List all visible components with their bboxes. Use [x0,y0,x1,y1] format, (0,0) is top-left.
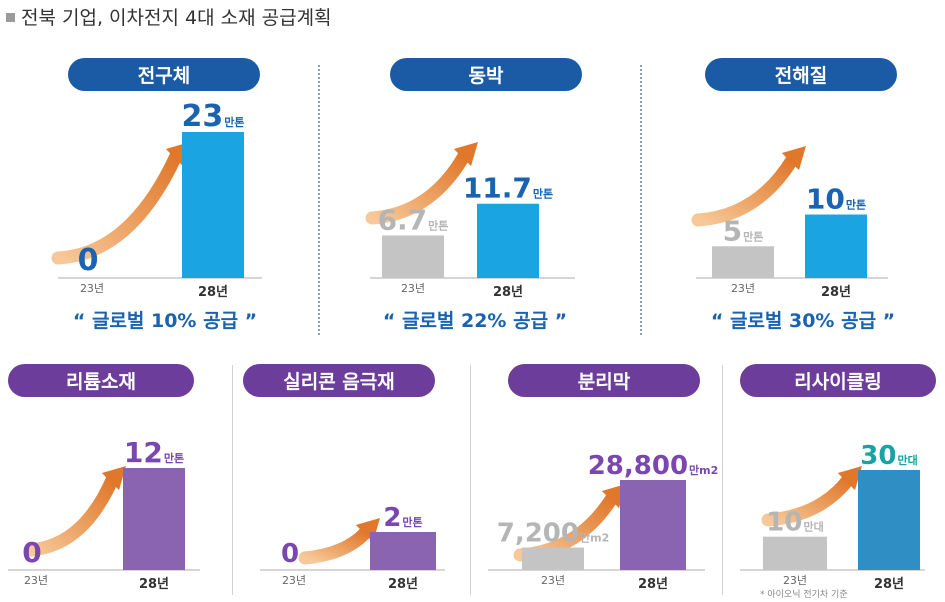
chart-panel-4: 0 2만톤 23년 28년 [260,503,445,592]
value-label-28: 10만톤 [806,183,866,216]
panel-title-lithium: 리튬소재 [8,364,194,397]
value-label-28: 28,800만m2 [588,451,719,481]
category-label-23: 23년 [731,282,755,295]
panel-title-recycling: 리사이클링 [740,364,936,397]
growth-arrow-icon [691,153,799,227]
growth-arrow-icon [51,149,183,265]
value-label-28-unit: 만톤 [846,198,866,212]
value-label-23-unit: 만m2 [580,531,609,545]
growth-arrow-icon [298,525,373,565]
panel-divider [318,65,320,335]
panel-title-silicon-anode: 실리콘 음극재 [243,364,435,397]
growth-arrowhead-icon [453,142,478,167]
category-label-23: 23년 [24,574,48,587]
category-label-23: 23년 [783,574,807,587]
caption-electrolyte: “ 글로벌 30% 공급 ” [710,310,896,332]
footnote: * 아이오닉 전기차 기준 [760,588,848,600]
category-label-28: 28년 [198,285,228,300]
value-label-23-unit: 만톤 [743,229,763,243]
page-title: 전북 기업, 이차전지 4대 소재 공급계획 [6,3,332,30]
value-label-28: 2만톤 [383,503,422,533]
bar-28 [182,132,244,278]
value-label-23: 0 [22,536,41,569]
caption-precursor: “ 글로벌 10% 공급 ” [72,310,258,332]
growth-arrow-icon [761,473,855,527]
category-label-28: 28년 [139,577,169,592]
chart-panel-2: 5만톤 10만톤 23년 28년 [691,146,888,300]
caption-copper-foil: “ 글로벌 22% 공급 ” [382,310,568,332]
growth-arrow-icon [23,473,119,557]
bar-23 [382,235,444,278]
value-label-28: 30만대 [860,441,917,471]
bar-28 [858,470,920,570]
growth-arrowhead-icon [101,466,126,491]
category-label-28: 28년 [874,577,904,592]
panel-divider [722,365,723,595]
bar-23 [522,547,584,570]
category-label-28: 28년 [821,285,851,300]
bar-28 [370,532,436,570]
value-label-23-unit: 만대 [803,520,823,534]
growth-arrowhead-icon [837,466,862,491]
square-bullet-icon [6,13,15,22]
panel-title-separator: 분리막 [508,364,700,397]
bar-23 [712,246,774,278]
panel-title-electrolyte: 전해질 [705,58,897,91]
value-label-28-unit: 만톤 [533,187,553,201]
bar-28 [477,203,539,278]
category-label-28: 28년 [638,577,668,592]
bar-28 [123,468,185,570]
growth-arrow-icon [365,149,471,225]
value-label-23-unit: 만톤 [428,218,448,232]
chart-panel-3: 0 12만톤 23년 28년 [8,436,200,592]
value-label-23: 0 [78,243,99,278]
value-label-28: 23만톤 [182,99,245,134]
value-label-28: 11.7만톤 [463,172,553,205]
bar-28 [805,214,867,278]
category-label-23: 23년 [541,574,565,587]
value-label-28-unit: 만톤 [402,515,422,529]
chart-panel-1: 6.7만톤 11.7만톤 23년 28년 [365,142,575,300]
bar-28 [620,480,686,570]
panel-divider [640,65,642,335]
growth-arrowhead-icon [781,146,806,171]
category-label-28: 28년 [493,285,523,300]
value-label-28-unit: 만톤 [224,115,244,129]
value-label-28-unit: 만대 [897,453,917,467]
value-label-28-unit: 만톤 [164,451,184,465]
value-label-23: 0 [281,539,299,569]
category-label-23: 23년 [282,574,306,587]
category-label-23: 23년 [401,282,425,295]
category-label-23: 23년 [80,282,104,295]
value-label-28-unit: 만m2 [689,463,718,477]
growth-arrowhead-icon [601,484,626,509]
value-label-23: 5만톤 [723,214,764,247]
value-label-23: 6.7만톤 [378,203,449,236]
panel-title-copper-foil: 동박 [390,58,582,91]
value-label-28: 12만톤 [124,436,184,469]
panel-title-precursor: 전구체 [68,58,260,91]
panel-divider [232,365,233,595]
panel-divider [470,365,471,595]
bar-23 [763,536,827,570]
chart-panel-0: 0 23만톤 23년 28년 [51,99,262,300]
category-label-28: 28년 [388,577,418,592]
